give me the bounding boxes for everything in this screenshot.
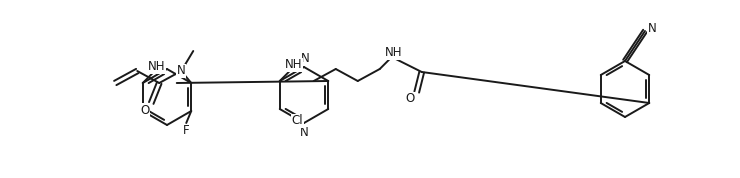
Text: N: N [300,51,309,64]
Text: O: O [141,103,150,116]
Text: Cl: Cl [292,114,303,127]
Text: F: F [183,124,189,137]
Text: NH: NH [385,46,403,59]
Text: N: N [648,22,656,35]
Text: N: N [177,64,186,77]
Text: NH: NH [285,59,303,72]
Text: NH: NH [148,61,166,74]
Text: N: N [300,125,309,138]
Text: O: O [405,93,414,106]
